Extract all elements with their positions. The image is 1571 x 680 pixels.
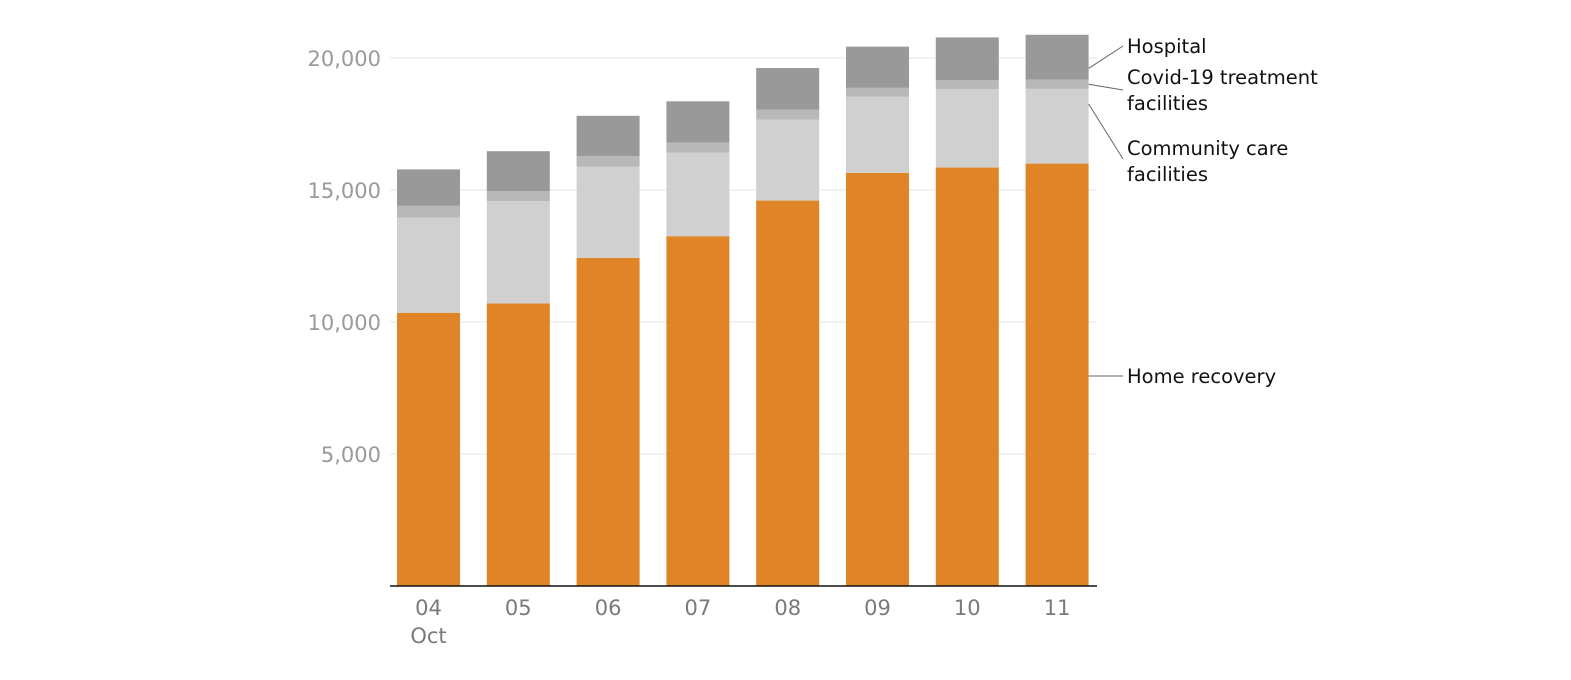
bar-segment-covid-19-treatment-facilities: [846, 87, 909, 97]
series-labels: Hospital Covid-19 treatment facilities Comm…: [1088, 35, 1318, 388]
x-tick-label: 04: [415, 596, 442, 620]
leader-line-community-care-facilities: [1088, 103, 1124, 160]
bar-segment-home-recovery: [397, 312, 460, 586]
bar-segment-community-care-facilities: [576, 166, 640, 258]
bar-segment-hospital: [1025, 34, 1089, 80]
x-axis-tick-labels: 04 Oct 05 06 07 08 09 10 11: [410, 596, 1070, 648]
bar-segment-community-care-facilities: [666, 152, 730, 237]
bar-segment-hospital: [576, 115, 640, 156]
bar-segment-hospital: [486, 151, 550, 192]
x-tick-label: 08: [774, 596, 801, 620]
x-tick-label: 07: [685, 596, 712, 620]
bars: [397, 34, 1089, 586]
y-tick-label: 10,000: [308, 311, 381, 335]
series-label-home-recovery: Home recovery: [1127, 365, 1276, 388]
bar-segment-hospital: [935, 37, 999, 81]
y-axis-tick-labels: 5,000 10,000 15,000 20,000: [308, 47, 381, 467]
x-tick-label: 05: [505, 596, 532, 620]
x-tick-label: 10: [954, 596, 981, 620]
y-tick-label: 15,000: [308, 179, 381, 203]
bar-segment-home-recovery: [935, 167, 999, 586]
y-tick-label: 5,000: [321, 443, 381, 467]
bar-segment-home-recovery: [1025, 163, 1089, 586]
bar-segment-home-recovery: [846, 172, 909, 586]
x-tick-label: 06: [595, 596, 622, 620]
bar-segment-covid-19-treatment-facilities: [935, 80, 999, 90]
bar-segment-community-care-facilities: [756, 119, 820, 201]
bar-segment-home-recovery: [576, 257, 640, 586]
y-tick-label: 20,000: [308, 47, 381, 71]
bar-segment-community-care-facilities: [486, 201, 550, 304]
bar-segment-covid-19-treatment-facilities: [1025, 79, 1089, 89]
bar-segment-community-care-facilities: [1025, 88, 1089, 164]
x-tick-label: 09: [864, 596, 891, 620]
leader-line-covid-19-treatment-facilities: [1088, 83, 1124, 91]
bar-segment-covid-19-treatment-facilities: [486, 191, 550, 202]
bar-segment-hospital: [666, 101, 730, 143]
bar-segment-hospital: [397, 169, 460, 206]
leader-line-hospital: [1088, 45, 1124, 69]
bar-segment-covid-19-treatment-facilities: [756, 109, 820, 120]
bar-segment-hospital: [756, 68, 820, 110]
bar-segment-covid-19-treatment-facilities: [397, 205, 460, 218]
x-tick-sublabel: Oct: [410, 624, 446, 648]
bar-segment-home-recovery: [486, 303, 550, 586]
x-tick-label: 11: [1044, 596, 1071, 620]
bar-segment-covid-19-treatment-facilities: [576, 155, 640, 167]
bar-segment-community-care-facilities: [935, 89, 999, 168]
series-label-hospital: Hospital: [1127, 35, 1207, 58]
bar-segment-hospital: [846, 46, 909, 88]
bar-segment-community-care-facilities: [846, 96, 909, 173]
bar-segment-community-care-facilities: [397, 217, 460, 313]
bar-segment-covid-19-treatment-facilities: [666, 142, 730, 153]
series-label-covid-19-treatment-facilities: Covid-19 treatment facilities: [1127, 66, 1318, 115]
bar-segment-home-recovery: [756, 200, 820, 586]
bar-segment-home-recovery: [666, 236, 730, 586]
series-label-community-care-facilities: Community care facilities: [1127, 137, 1288, 186]
